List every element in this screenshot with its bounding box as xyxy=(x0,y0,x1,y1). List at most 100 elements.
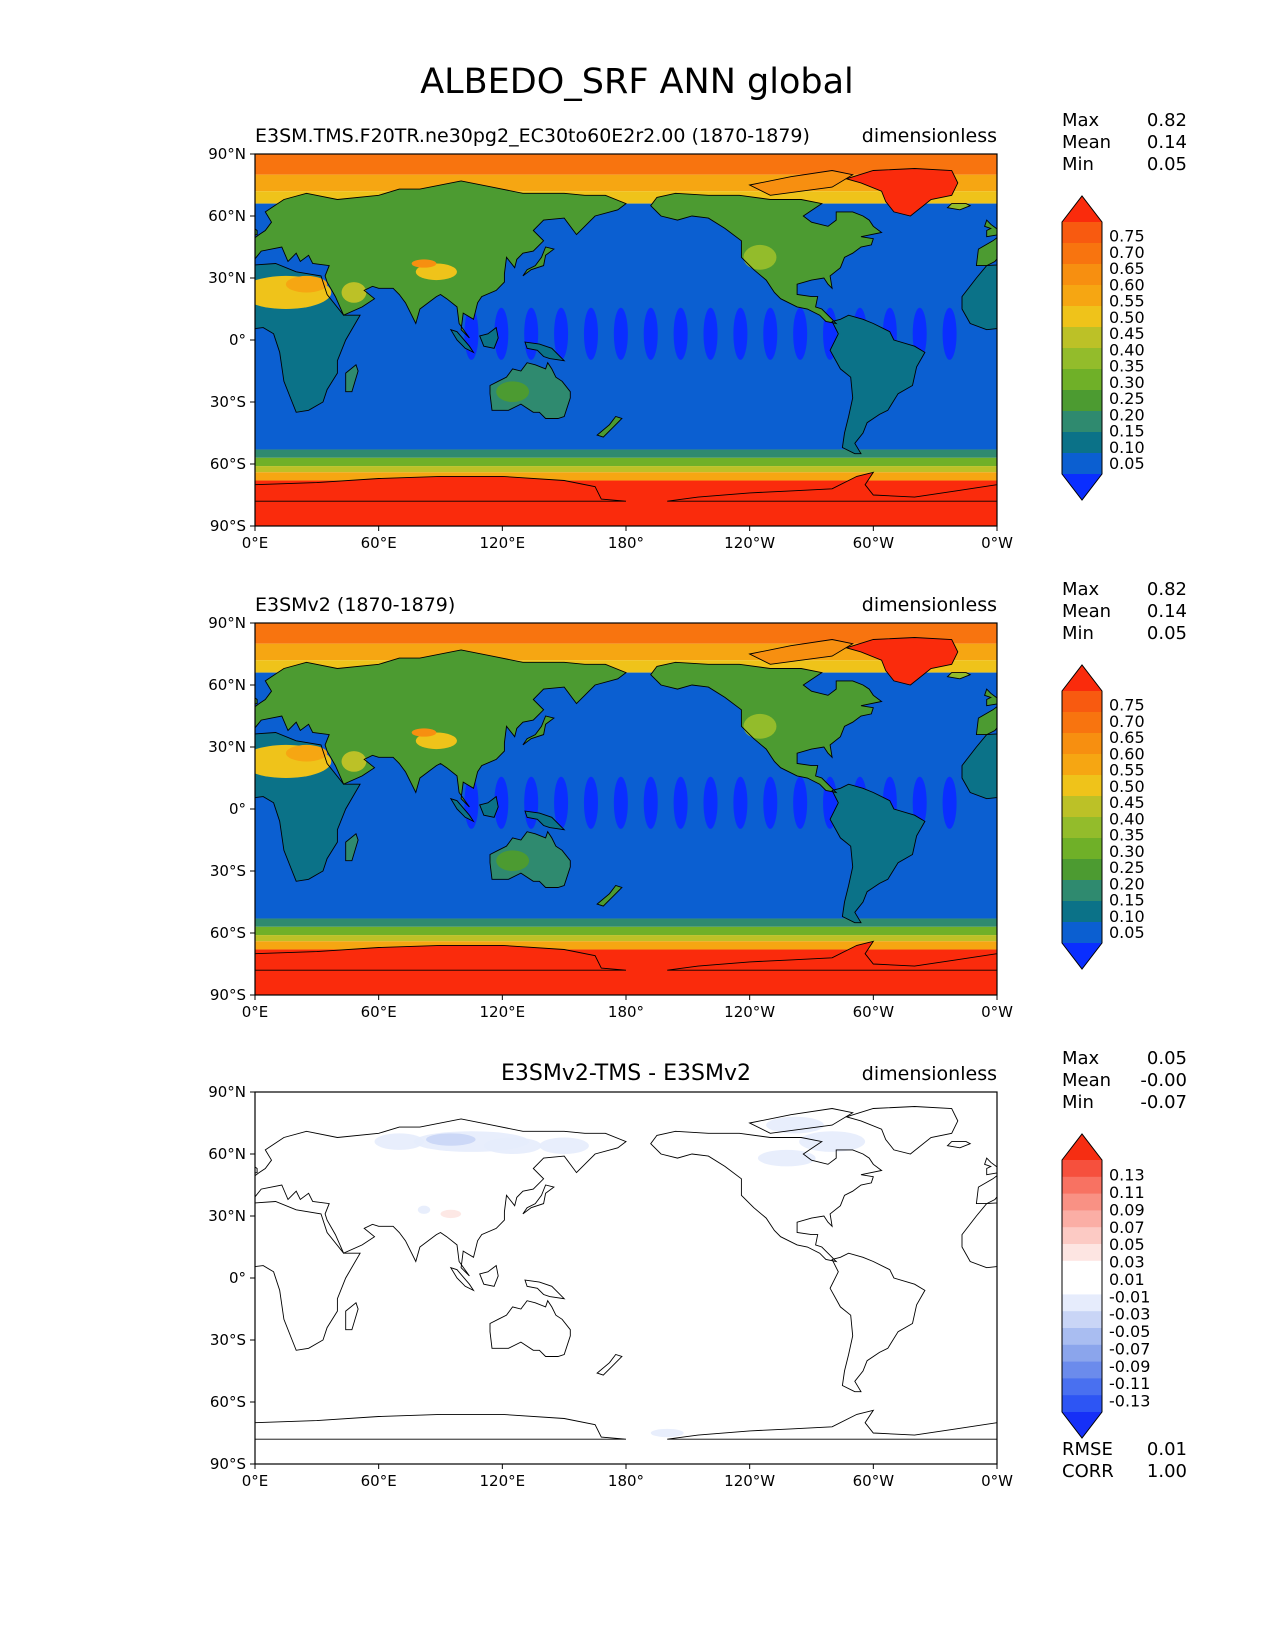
colorbar-tick-label: 0.15 xyxy=(1109,422,1145,441)
colorbar: 0.050.100.150.200.250.300.350.400.450.50… xyxy=(1061,195,1145,501)
colorbar-segment xyxy=(1062,453,1102,475)
colorbar-tick-label: 0.60 xyxy=(1109,744,1145,763)
colorbar: -0.13-0.11-0.09-0.07-0.05-0.03-0.010.010… xyxy=(1061,1133,1150,1439)
land-fill-antarctica xyxy=(667,472,997,526)
y-tick-label: 90°S xyxy=(210,517,246,535)
panel-title-left: E3SM.TMS.F20TR.ne30pg2_EC30to60E2r2.00 (… xyxy=(255,125,810,147)
extra-stat-label: CORR xyxy=(1062,1461,1114,1482)
panel-reference: E3SMv2 (1870-1879) dimensionless 0°E 60°E 12… xyxy=(208,579,1187,1021)
land-fill-arcticislands xyxy=(749,170,853,196)
colorbar-tick-label: 0.30 xyxy=(1109,842,1145,861)
low-albedo-cloud-gap xyxy=(763,307,778,360)
x-tick-label: 60°E xyxy=(361,1003,397,1021)
colorbar-tick-label: 0.01 xyxy=(1109,1270,1145,1289)
panel-test: E3SM.TMS.F20TR.ne30pg2_EC30to60E2r2.00 (… xyxy=(208,110,1187,552)
colorbar-segment xyxy=(1062,432,1102,454)
colorbar-tick-label: 0.75 xyxy=(1109,696,1145,715)
colorbar-segment xyxy=(1062,922,1102,944)
bright-surface-patch xyxy=(341,751,367,772)
y-tick-label: 90°S xyxy=(210,1455,246,1473)
stat-label: Min xyxy=(1062,623,1094,644)
coastline-antarctica xyxy=(255,475,627,526)
colorbar-tick-label: 0.45 xyxy=(1109,793,1145,812)
y-tick-label: 30°N xyxy=(208,738,246,756)
land-fill-newguinea xyxy=(525,342,565,361)
stat-value: 0.82 xyxy=(1147,110,1187,131)
colorbar-segment xyxy=(1062,306,1102,328)
colorbar-segment xyxy=(1062,1311,1102,1329)
x-tick-label: 0°W xyxy=(981,1003,1013,1021)
bright-surface-patch xyxy=(285,275,328,293)
colorbar-tick-label: 0.10 xyxy=(1109,438,1145,457)
coastline-japan xyxy=(522,1184,555,1215)
land-fill-europeasia xyxy=(976,237,997,266)
coastline-africa xyxy=(255,263,361,413)
coastline-northamerica xyxy=(650,1130,883,1263)
colorbar-segment xyxy=(1062,1193,1102,1211)
coastline-britain xyxy=(255,1166,258,1174)
stat-label: Max xyxy=(1062,579,1100,600)
low-albedo-cloud-gap xyxy=(554,776,569,829)
land-fill-africa xyxy=(962,733,997,799)
x-tick-label: 120°E xyxy=(480,1472,526,1490)
land-fill-europeasia xyxy=(976,706,997,735)
anomaly-blob xyxy=(650,1428,684,1438)
x-tick-label: 60°W xyxy=(853,1472,895,1490)
land-fill-southamerica xyxy=(830,784,925,923)
coastline-newzealand xyxy=(596,884,623,907)
anomaly-blob xyxy=(483,1137,542,1154)
colorbar-tick-label: -0.03 xyxy=(1109,1305,1150,1324)
coastline-japan xyxy=(522,246,555,277)
land-fill-australia xyxy=(490,831,571,888)
colorbar-segment xyxy=(1062,733,1102,755)
coastline-japan xyxy=(522,715,555,746)
coastline-iceland xyxy=(946,1141,972,1149)
x-tick-label: 120°W xyxy=(724,534,775,552)
anomaly-blob xyxy=(512,1112,616,1134)
land-fill-africa xyxy=(962,264,997,330)
x-tick-label: 180° xyxy=(608,1472,644,1490)
coastline-greenland xyxy=(844,637,959,686)
colorbar-tick-label: -0.07 xyxy=(1109,1339,1150,1358)
colorbar-tick-label: 0.05 xyxy=(1109,1235,1145,1254)
stat-label: Max xyxy=(1062,110,1100,131)
colorbar-segment xyxy=(1062,796,1102,818)
colorbar-segment xyxy=(1062,327,1102,349)
y-tick-label: 30°S xyxy=(210,862,246,880)
stat-label: Min xyxy=(1062,154,1094,175)
panel-units: dimensionless xyxy=(862,1063,997,1085)
stat-value: -0.00 xyxy=(1140,1070,1187,1091)
panel-units: dimensionless xyxy=(862,125,997,147)
extra-stat-value: 1.00 xyxy=(1147,1461,1187,1482)
coastline-antarctica xyxy=(667,471,997,526)
colorbar-segment xyxy=(1062,369,1102,391)
stat-label: Max xyxy=(1062,1048,1100,1069)
x-tick-label: 0°E xyxy=(242,1472,269,1490)
low-albedo-cloud-gap xyxy=(613,307,628,360)
coastline-greenland xyxy=(844,1106,959,1155)
colorbar-tick-label: 0.55 xyxy=(1109,292,1145,311)
bright-surface-patch xyxy=(411,259,437,268)
colorbar-tick-label: 0.45 xyxy=(1109,324,1145,343)
stat-label: Mean xyxy=(1062,132,1111,153)
colorbar-segment xyxy=(1062,1361,1102,1379)
anomaly-blob xyxy=(374,1133,425,1150)
coastline-newzealand xyxy=(596,1353,623,1376)
anomaly-blob xyxy=(440,1209,462,1219)
panel-units: dimensionless xyxy=(862,594,997,616)
land-fill-newzealand xyxy=(597,885,622,907)
colorbar-segment xyxy=(1062,1328,1102,1346)
colorbar-tick-label: 0.60 xyxy=(1109,275,1145,294)
coastline-australia xyxy=(489,1299,571,1357)
low-albedo-cloud-gap xyxy=(613,776,628,829)
colorbar-tick-label: 0.40 xyxy=(1109,809,1145,828)
low-albedo-cloud-gap xyxy=(703,307,718,360)
anomaly-blob xyxy=(757,1149,816,1167)
stat-label: Mean xyxy=(1062,1070,1111,1091)
coastline-northamerica xyxy=(650,192,883,325)
colorbar-tick-label: 0.20 xyxy=(1109,874,1145,893)
colorbar-tick-label: 0.25 xyxy=(1109,389,1145,408)
colorbar-tick-label: 0.50 xyxy=(1109,308,1145,327)
land-fill-sumatra xyxy=(450,329,474,353)
